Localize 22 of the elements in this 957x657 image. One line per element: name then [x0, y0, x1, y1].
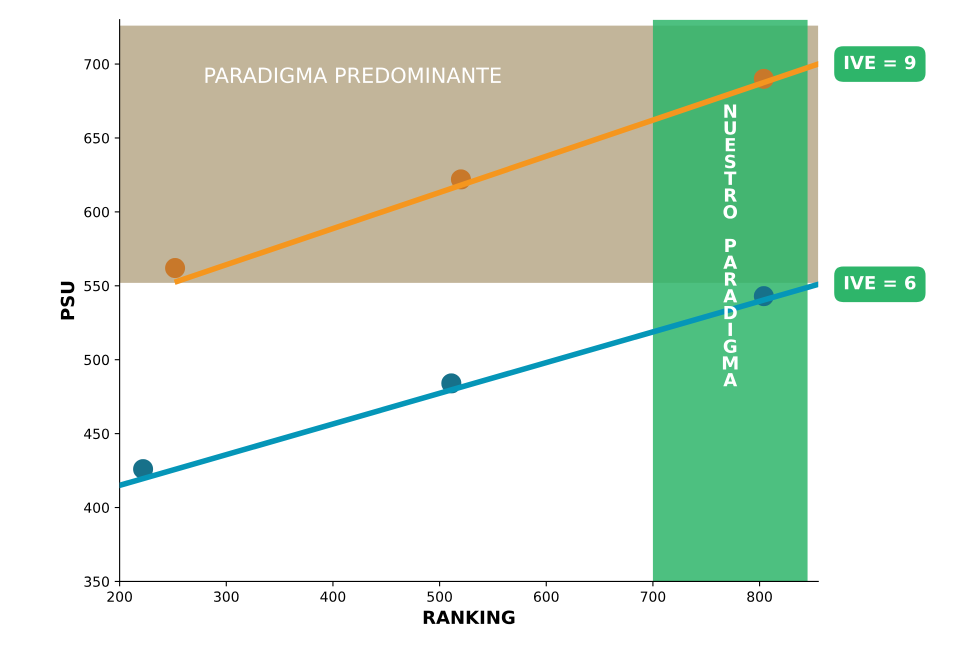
- y-tick-label: 400: [84, 502, 109, 514]
- annotation: IVE = 9: [844, 56, 916, 70]
- text: NUESTRO PARADIGMA: [722, 104, 738, 386]
- y-tick-label: 650: [84, 132, 109, 144]
- y-tick-label: 350: [84, 576, 109, 587]
- x-tick-label: 800: [747, 591, 772, 602]
- y-tick-label: 600: [84, 206, 109, 218]
- annotation: IVE = 6: [844, 276, 916, 290]
- x-tick-label: 500: [427, 591, 452, 602]
- y-tick-label: 700: [84, 59, 109, 70]
- y-tick-label: 500: [84, 354, 109, 366]
- x-tick-label: 200: [107, 591, 132, 602]
- y-tick-label: 450: [84, 428, 109, 440]
- x-tick-label: 300: [214, 591, 239, 602]
- point: [165, 258, 186, 278]
- band-label: PARADIGMA PREDOMINANTE: [206, 67, 501, 84]
- x-tick-label: 700: [640, 591, 666, 602]
- x-tick-label: 600: [534, 591, 559, 602]
- x-tick-label: 400: [320, 591, 346, 602]
- y-axis-title: PSU: [60, 282, 74, 320]
- y-tick-label: 550: [84, 280, 109, 292]
- x-axis-title: RANKING: [424, 610, 514, 624]
